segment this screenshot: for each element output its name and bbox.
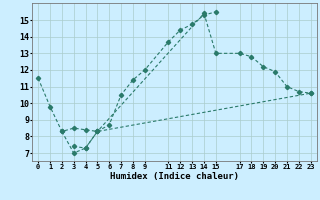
X-axis label: Humidex (Indice chaleur): Humidex (Indice chaleur)	[110, 172, 239, 181]
